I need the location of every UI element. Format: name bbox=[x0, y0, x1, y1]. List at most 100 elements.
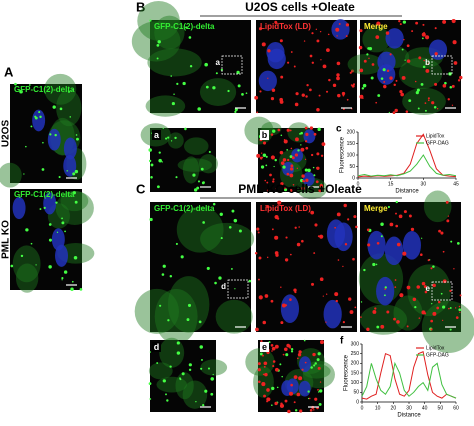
lipid-droplet bbox=[336, 212, 341, 217]
lipid-droplet bbox=[434, 52, 438, 56]
puncta bbox=[414, 305, 417, 309]
puncta bbox=[156, 362, 159, 365]
line-series bbox=[361, 361, 457, 399]
puncta bbox=[195, 400, 197, 403]
puncta bbox=[192, 173, 196, 177]
puncta bbox=[181, 372, 185, 376]
lipid-droplet bbox=[359, 68, 364, 73]
puncta bbox=[401, 48, 404, 51]
puncta bbox=[420, 82, 424, 86]
lipid-droplet bbox=[318, 94, 321, 97]
lipid-droplet bbox=[314, 397, 318, 401]
lipid-droplet bbox=[325, 321, 327, 323]
puncta bbox=[272, 129, 276, 133]
lipid-droplet bbox=[414, 80, 417, 83]
puncta bbox=[30, 242, 33, 245]
lipid-droplet bbox=[298, 226, 300, 228]
puncta bbox=[161, 161, 163, 163]
puncta bbox=[380, 77, 384, 80]
lipid-droplet bbox=[301, 93, 305, 97]
puncta bbox=[422, 65, 426, 69]
lipid-droplet bbox=[294, 153, 299, 157]
lipid-droplet bbox=[368, 57, 370, 60]
puncta bbox=[421, 237, 423, 239]
puncta bbox=[212, 202, 216, 206]
channel-label: GFP-C1(2)-delta bbox=[154, 22, 215, 31]
lipid-droplet bbox=[399, 90, 403, 94]
puncta bbox=[366, 53, 369, 56]
puncta bbox=[206, 266, 210, 270]
lipid-droplet bbox=[266, 397, 271, 402]
inset-label: a bbox=[216, 58, 221, 67]
puncta bbox=[273, 165, 275, 168]
puncta bbox=[372, 262, 376, 267]
lipid-droplet bbox=[383, 84, 387, 89]
nucleus bbox=[63, 137, 77, 160]
puncta bbox=[262, 153, 267, 157]
lipid-droplet bbox=[375, 101, 378, 104]
cell-signal bbox=[55, 191, 94, 225]
puncta bbox=[204, 62, 208, 67]
lipid-droplet bbox=[304, 126, 308, 130]
puncta bbox=[158, 159, 162, 163]
lipid-droplet bbox=[416, 285, 421, 289]
puncta bbox=[248, 279, 252, 283]
inset-box bbox=[431, 55, 453, 75]
legend-label: GFP-DAG bbox=[426, 352, 449, 358]
lipid-droplet bbox=[309, 126, 314, 130]
lipid-droplet bbox=[283, 347, 288, 352]
y-axis-label: Fluorescence bbox=[344, 354, 350, 391]
lipid-droplet bbox=[258, 256, 262, 260]
lipid-droplet bbox=[258, 278, 260, 281]
lipid-droplet bbox=[320, 154, 324, 157]
puncta bbox=[456, 241, 460, 245]
puncta bbox=[201, 181, 205, 185]
puncta bbox=[361, 87, 365, 90]
nucleus bbox=[47, 128, 61, 151]
lipid-droplet bbox=[304, 140, 308, 143]
puncta bbox=[165, 137, 168, 140]
lipid-droplet bbox=[279, 403, 285, 408]
lipid-droplet bbox=[272, 178, 275, 181]
puncta bbox=[408, 99, 412, 103]
puncta bbox=[208, 150, 211, 153]
x-tick-label: 0 bbox=[357, 181, 360, 187]
lipid-droplet bbox=[434, 82, 438, 86]
lipid-droplet bbox=[266, 181, 269, 184]
puncta bbox=[360, 301, 363, 303]
lipid-droplet bbox=[289, 298, 292, 301]
lipid-droplet bbox=[290, 383, 293, 387]
nucleus bbox=[377, 64, 396, 85]
x-tick-label: 60 bbox=[453, 405, 459, 411]
lipid-droplet bbox=[320, 340, 324, 345]
lipid-droplet bbox=[406, 59, 411, 63]
y-tick-label: 100 bbox=[347, 152, 356, 158]
micrograph bbox=[256, 202, 357, 332]
line-series bbox=[357, 154, 457, 177]
puncta bbox=[66, 170, 68, 172]
puncta bbox=[384, 286, 387, 289]
puncta bbox=[440, 292, 443, 295]
y-tick-label: 150 bbox=[351, 370, 360, 376]
lipid-droplet bbox=[392, 111, 396, 115]
cell-signal bbox=[167, 132, 184, 149]
lipid-droplet bbox=[271, 346, 276, 351]
lipid-droplet bbox=[393, 83, 396, 87]
lipid-droplet bbox=[274, 367, 279, 372]
lipid-droplet bbox=[326, 48, 330, 53]
lipid-droplet bbox=[289, 188, 293, 193]
puncta bbox=[265, 155, 268, 158]
cell-signal bbox=[156, 376, 188, 393]
lipid-droplet bbox=[459, 294, 462, 297]
lipid-droplet bbox=[415, 21, 419, 25]
puncta bbox=[74, 169, 79, 174]
lipid-droplet bbox=[436, 306, 440, 310]
lipid-droplet bbox=[277, 128, 281, 132]
lipid-droplet bbox=[289, 253, 292, 256]
lipid-droplet bbox=[319, 277, 324, 282]
zoom-label-bg bbox=[152, 130, 161, 140]
puncta bbox=[442, 305, 446, 309]
puncta bbox=[167, 136, 170, 139]
zoom-label-bg bbox=[260, 130, 269, 140]
lipid-droplet bbox=[334, 226, 337, 229]
